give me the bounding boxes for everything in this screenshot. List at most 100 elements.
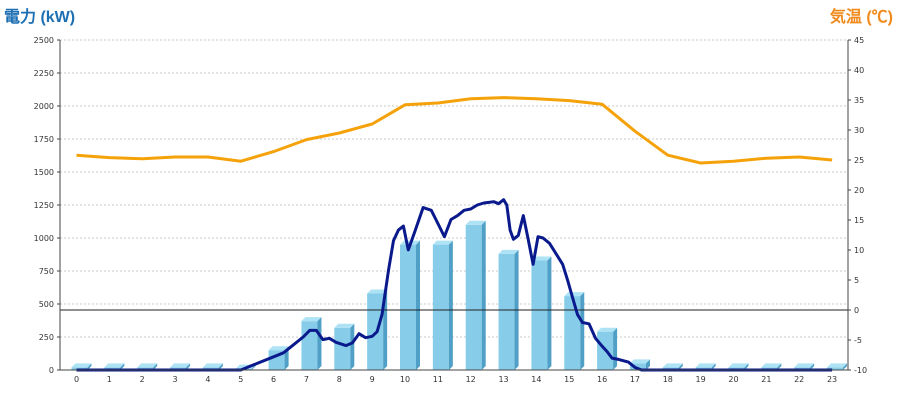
bar-side (678, 363, 683, 370)
left-tick-label: 250 (39, 333, 54, 342)
left-tick-label: 2500 (34, 36, 54, 45)
bar-top (531, 256, 552, 261)
bar-top (170, 363, 191, 368)
left-tick-label: 1000 (34, 234, 54, 243)
power-bar (334, 323, 355, 370)
bar-top (695, 363, 716, 368)
bar-front (334, 327, 351, 370)
x-tick-label: 11 (433, 375, 443, 384)
x-tick-label: 18 (663, 375, 673, 384)
right-tick-label: 10 (854, 246, 864, 255)
x-tick-label: 12 (466, 375, 476, 384)
bar-side (350, 323, 355, 370)
bar-side (810, 363, 815, 370)
bar-side (186, 363, 191, 370)
bar-front (432, 244, 449, 370)
bar-side (843, 363, 848, 370)
bar-side (777, 363, 782, 370)
bar-top (202, 363, 223, 368)
left-tick-label: 1250 (34, 201, 54, 210)
x-tick-label: 1 (107, 375, 112, 384)
bar-top (104, 363, 125, 368)
power-bar (432, 240, 453, 370)
left-tick-label: 0 (49, 366, 54, 375)
left-tick-label: 750 (39, 267, 54, 276)
bar-top (465, 220, 486, 225)
bar-front (301, 321, 318, 370)
bar-top (71, 363, 92, 368)
x-tick-label: 13 (498, 375, 508, 384)
x-tick-label: 3 (173, 375, 178, 384)
right-tick-label: -5 (854, 336, 862, 345)
left-tick-label: 1500 (34, 168, 54, 177)
power-bar (465, 220, 486, 370)
x-tick-label: 15 (564, 375, 574, 384)
bar-top (301, 317, 322, 322)
bar-top (498, 249, 519, 254)
right-tick-label: 25 (854, 156, 864, 165)
bar-side (547, 256, 552, 370)
x-tick-label: 10 (400, 375, 410, 384)
right-tick-label: 5 (854, 276, 859, 285)
x-tick-label: 19 (696, 375, 706, 384)
right-tick-label: -10 (854, 366, 867, 375)
bar-top (794, 363, 815, 368)
left-tick-label: 1750 (34, 135, 54, 144)
power-bar (301, 317, 322, 370)
x-tick-label: 8 (337, 375, 342, 384)
right-axis-title: 気温 (℃) (830, 7, 893, 26)
bar-top (268, 346, 289, 351)
bar-top (432, 240, 453, 245)
bar-front (498, 253, 515, 370)
bar-top (597, 327, 618, 332)
bar-side (317, 317, 322, 370)
bar-front (465, 224, 482, 370)
bar-front (564, 296, 581, 370)
bar-top (629, 359, 650, 364)
power-bar (827, 363, 848, 370)
bar-side (87, 363, 92, 370)
left-tick-label: 2250 (34, 69, 54, 78)
bar-top (334, 323, 355, 328)
power-bar (597, 327, 618, 370)
axes (57, 39, 851, 371)
right-tick-label: 15 (854, 216, 864, 225)
power-bar (629, 359, 650, 370)
x-tick-label: 16 (597, 375, 607, 384)
x-tick-label: 23 (827, 375, 837, 384)
x-tick-label: 22 (794, 375, 804, 384)
bar-top (728, 363, 749, 368)
bar-front (531, 260, 548, 370)
series-lines (60, 96, 848, 372)
bar-side (218, 363, 223, 370)
temperature-line (76, 96, 833, 165)
bar-front (629, 363, 646, 370)
right-tick-label: 20 (854, 186, 864, 195)
bar-side (481, 220, 486, 370)
bar-side (645, 359, 650, 370)
left-tick-label: 500 (39, 300, 54, 309)
bar-front (827, 367, 844, 370)
bar-top (662, 363, 683, 368)
bar-side (251, 364, 256, 370)
x-tick-label: 14 (531, 375, 541, 384)
left-axis-title: 電力 (kW) (4, 7, 75, 26)
power-line (76, 198, 833, 372)
bar-top (564, 292, 585, 297)
power-bar (400, 240, 420, 370)
right-tick-label: 40 (854, 66, 864, 75)
right-tick-label: 35 (854, 96, 864, 105)
right-tick-label: 0 (854, 306, 859, 315)
right-tick-label: 30 (854, 126, 864, 135)
x-tick-label: 4 (205, 375, 210, 384)
x-tick-label: 7 (304, 375, 309, 384)
bar-side (711, 363, 716, 370)
bar-side (613, 327, 618, 370)
x-tick-label: 2 (140, 375, 145, 384)
bar-side (448, 240, 453, 370)
bar-side (153, 363, 158, 370)
bar-top (137, 363, 158, 368)
bar-top (827, 363, 848, 368)
bar-top (761, 363, 782, 368)
